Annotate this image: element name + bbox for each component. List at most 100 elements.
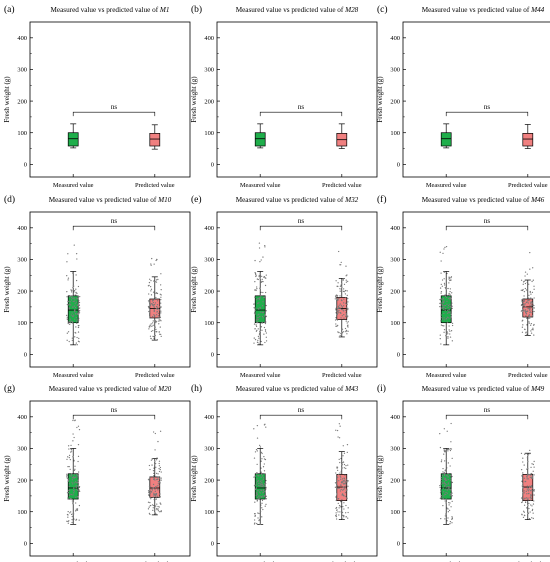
plot-frame xyxy=(402,400,550,557)
data-point xyxy=(338,331,340,334)
data-point xyxy=(527,307,529,310)
data-point xyxy=(341,478,344,480)
data-point xyxy=(441,307,443,310)
data-point xyxy=(254,338,257,341)
data-point xyxy=(73,518,75,520)
data-point xyxy=(67,465,69,468)
data-point xyxy=(148,490,150,492)
data-point xyxy=(253,428,255,430)
data-point xyxy=(259,484,262,486)
data-point xyxy=(76,336,78,339)
box-predicted xyxy=(149,476,161,498)
data-point xyxy=(451,495,453,497)
data-point xyxy=(335,304,338,307)
data-point xyxy=(444,477,447,479)
data-point xyxy=(260,485,262,487)
data-point xyxy=(75,342,77,344)
data-point xyxy=(335,429,337,431)
data-point xyxy=(341,328,344,330)
panel-title: Measured value vs predicted value of M1 xyxy=(51,6,170,14)
data-point xyxy=(449,303,451,306)
data-point xyxy=(442,301,444,303)
significance-label: ns xyxy=(111,406,118,414)
data-point xyxy=(257,496,259,499)
data-point xyxy=(69,303,71,305)
data-point xyxy=(523,464,525,466)
data-point xyxy=(261,496,263,498)
data-point xyxy=(153,263,155,265)
data-point xyxy=(155,498,157,501)
data-point xyxy=(527,460,529,463)
data-point xyxy=(341,286,343,289)
data-point xyxy=(155,466,157,468)
data-point xyxy=(150,490,152,493)
data-point xyxy=(341,511,344,514)
data-point xyxy=(264,284,267,287)
x-category-label: Measured value xyxy=(53,182,94,189)
data-point xyxy=(335,280,337,282)
data-point xyxy=(67,498,69,500)
data-point xyxy=(447,337,449,339)
significance-bracket xyxy=(259,225,343,231)
data-point xyxy=(525,497,528,499)
data-point xyxy=(347,326,349,328)
data-point xyxy=(528,294,530,296)
y-tick-label: 100 xyxy=(17,509,27,516)
data-point xyxy=(74,303,76,305)
data-point xyxy=(257,517,259,519)
data-point xyxy=(335,323,337,325)
panel-title: Measured value vs predicted value of M46 xyxy=(422,196,545,204)
data-point xyxy=(443,304,445,307)
data-point xyxy=(444,304,447,307)
data-point xyxy=(76,344,78,346)
data-point xyxy=(522,493,524,496)
data-point xyxy=(149,486,152,488)
data-point xyxy=(527,454,529,457)
data-point xyxy=(75,288,77,290)
data-point xyxy=(72,322,74,324)
data-point xyxy=(521,331,524,333)
data-point xyxy=(149,285,152,288)
data-point xyxy=(160,299,162,301)
data-point xyxy=(335,516,338,518)
data-point xyxy=(440,314,442,316)
data-point xyxy=(345,512,347,514)
data-point xyxy=(440,320,442,322)
data-point xyxy=(73,490,75,492)
data-point xyxy=(75,279,78,282)
data-point xyxy=(155,307,157,310)
data-point xyxy=(529,485,531,487)
x-category-label: Predicted value xyxy=(508,372,548,379)
data-point xyxy=(264,483,266,485)
chart-panel-e: (e) Measured value vs predicted value of … xyxy=(190,194,378,379)
data-point xyxy=(447,473,449,475)
data-point xyxy=(522,510,525,512)
data-point xyxy=(259,482,261,484)
significance-label: ns xyxy=(484,103,491,111)
data-point xyxy=(447,488,449,491)
data-point xyxy=(345,302,347,304)
data-point xyxy=(159,502,161,504)
data-point xyxy=(259,446,262,448)
data-point xyxy=(347,301,349,303)
data-point xyxy=(527,490,530,492)
data-point xyxy=(258,519,260,522)
data-point xyxy=(76,509,78,511)
data-point xyxy=(66,520,68,522)
data-point xyxy=(439,492,442,494)
data-point xyxy=(263,333,265,335)
data-point xyxy=(343,508,345,510)
data-point xyxy=(335,312,337,314)
data-point xyxy=(343,331,345,333)
data-point xyxy=(527,310,529,312)
x-category-label: Predicted value xyxy=(322,182,362,189)
data-point xyxy=(72,477,74,479)
data-point xyxy=(151,464,153,466)
data-point xyxy=(532,512,534,514)
data-point xyxy=(160,477,162,479)
data-point xyxy=(449,288,452,290)
data-point xyxy=(160,510,162,513)
data-point xyxy=(520,279,523,281)
data-point xyxy=(68,340,70,343)
data-point xyxy=(261,329,263,331)
